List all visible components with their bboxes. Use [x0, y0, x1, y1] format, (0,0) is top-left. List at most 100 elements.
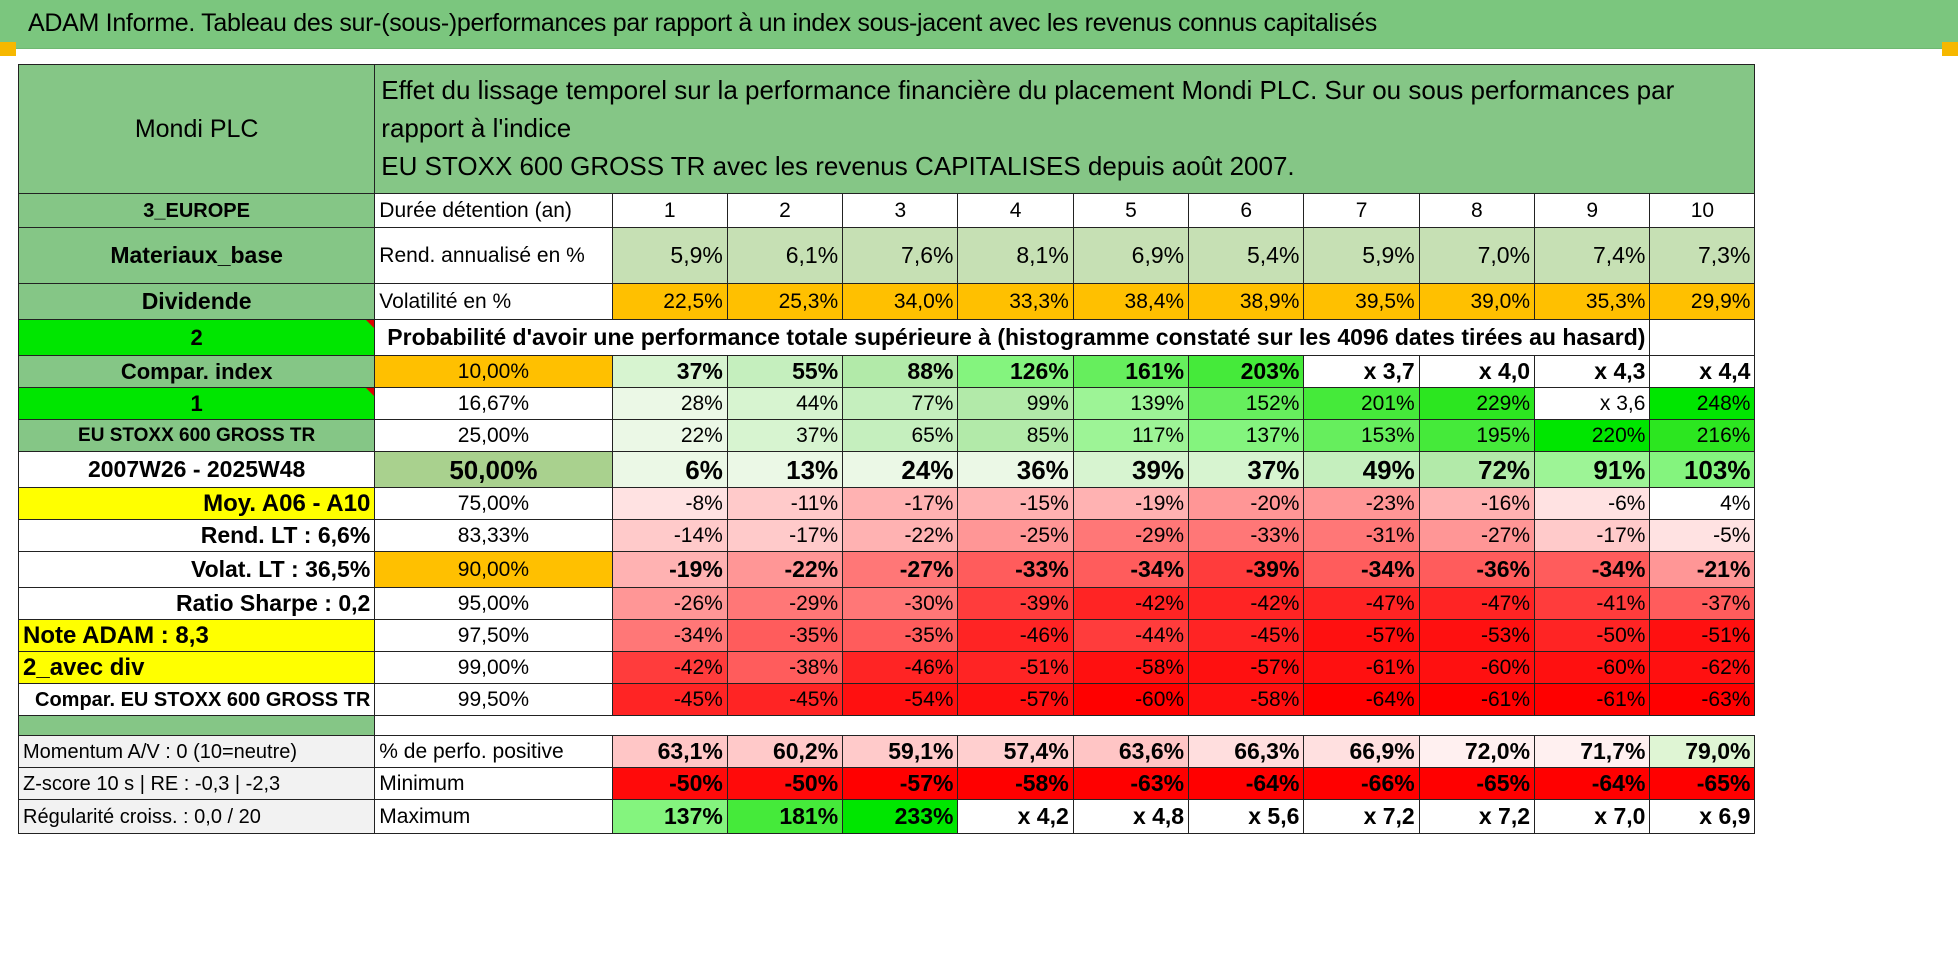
summary-value-cell: -66%: [1303, 767, 1420, 800]
probability-value-cell: 152%: [1188, 387, 1305, 420]
duration-header-cell: 7: [1303, 193, 1420, 228]
summary-value-cell: x 6,9: [1649, 799, 1756, 834]
bottom-row: Momentum A/V : 0 (10=neutre)% de perfo. …: [17, 735, 1756, 768]
probability-value-cell: -21%: [1649, 551, 1756, 588]
value-cell: 29,9%: [1649, 283, 1756, 320]
probability-value-cell: -19%: [611, 551, 728, 588]
probability-value-cell: -29%: [726, 587, 844, 620]
probability-value-cell: x 3,6: [1534, 387, 1651, 420]
probability-value-row: Moy. A06 - A10 75,00% -8% -11% -17% -15% -19% -…: [17, 487, 1756, 520]
probability-value-cell: -61%: [1303, 651, 1420, 684]
probability-value-row: 1 16,67% 28% 44% 77% 99% 139% 152% 201% 229% x 3,6…: [17, 387, 1756, 420]
probability-value-cell: -34%: [1072, 551, 1190, 588]
probability-value-cell: 37%: [1188, 451, 1305, 488]
value-cell: 8,1%: [957, 227, 1074, 284]
row-left-label: 1: [17, 387, 376, 420]
probability-value-cell: -46%: [842, 651, 959, 684]
row-left-label: Z-score 10 s | RE : -0,3 | -2,3: [17, 767, 376, 800]
summary-value-cell: -57%: [842, 767, 959, 800]
summary-value-cell: -64%: [1188, 767, 1305, 800]
value-cell: 7,0%: [1418, 227, 1536, 284]
probability-value-cell: 22%: [611, 419, 728, 452]
probability-value-cell: -50%: [1534, 619, 1651, 652]
probability-value-cell: 126%: [957, 355, 1074, 388]
separator-cell: [1534, 715, 1650, 736]
probability-value-cell: -5%: [1649, 519, 1756, 552]
value-cell: 38,4%: [1072, 283, 1190, 320]
probability-value-cell: 36%: [957, 451, 1074, 488]
description-cell: Effet du lissage temporel sur la perform…: [374, 64, 1756, 194]
probability-value-cell: -15%: [957, 487, 1074, 520]
probability-value-cell: 229%: [1418, 387, 1536, 420]
probability-value-cell: 201%: [1303, 387, 1420, 420]
probability-value-cell: -53%: [1418, 619, 1536, 652]
summary-value-cell: 181%: [726, 799, 844, 834]
value-cell: 6,1%: [726, 227, 844, 284]
probability-value-cell: -57%: [1188, 651, 1305, 684]
threshold-percent-cell: 50,00%: [374, 451, 613, 488]
probability-value-cell: 49%: [1303, 451, 1420, 488]
row-left-label: Compar. EU STOXX 600 GROSS TR: [17, 683, 376, 716]
probability-value-cell: -39%: [1188, 551, 1305, 588]
probability-value-cell: 99%: [957, 387, 1074, 420]
row-left-label: 2_avec div: [17, 651, 376, 684]
value-cell: 5,9%: [1303, 227, 1420, 284]
duration-header-cell: 10: [1649, 193, 1756, 228]
probability-value-cell: -38%: [726, 651, 844, 684]
probability-value-cell: 28%: [611, 387, 728, 420]
probability-value-cell: -35%: [842, 619, 959, 652]
probability-value-cell: -27%: [842, 551, 959, 588]
value-cell: 34,0%: [842, 283, 959, 320]
probability-value-cell: -47%: [1418, 587, 1536, 620]
separator-cell: [1073, 715, 1189, 736]
report-title: ADAM Informe. Tableau des sur-(sous-)per…: [28, 9, 1377, 37]
threshold-percent-cell: 97,50%: [374, 619, 613, 652]
value-cell: 5,4%: [1188, 227, 1305, 284]
separator-row: [17, 715, 1755, 736]
value-cell: 5,9%: [611, 227, 728, 284]
probability-value-cell: 139%: [1072, 387, 1190, 420]
probability-value-cell: -17%: [726, 519, 844, 552]
empty-cell: [1649, 319, 1756, 356]
probability-value-cell: 4%: [1649, 487, 1756, 520]
probability-value-cell: -37%: [1649, 587, 1756, 620]
probability-value-cell: -51%: [1649, 619, 1756, 652]
probability-value-cell: -33%: [957, 551, 1074, 588]
value-cell: 7,6%: [842, 227, 959, 284]
probability-value-cell: 37%: [726, 419, 844, 452]
probability-value-cell: -6%: [1534, 487, 1651, 520]
threshold-percent-cell: 25,00%: [374, 419, 613, 452]
probability-value-cell: -54%: [842, 683, 959, 716]
probability-value-row: Ratio Sharpe : 0,2 95,00% -26% -29% -30% -39%…: [17, 587, 1756, 620]
threshold-percent-cell: 90,00%: [374, 551, 613, 588]
probability-value-cell: -22%: [726, 551, 844, 588]
probability-value-cell: -29%: [1072, 519, 1190, 552]
summary-value-cell: 63,1%: [611, 735, 728, 768]
description-line-1: Effet du lissage temporel sur la perform…: [381, 75, 1675, 144]
threshold-percent-cell: 99,00%: [374, 651, 613, 684]
probability-value-cell: 91%: [1534, 451, 1651, 488]
row-left-label: EU STOXX 600 GROSS TR: [17, 419, 376, 452]
probability-value-cell: 153%: [1303, 419, 1420, 452]
duration-header-cell: 6: [1188, 193, 1305, 228]
probability-value-cell: 77%: [842, 387, 959, 420]
row-left-label: 2: [17, 319, 376, 356]
value-cell: 7,3%: [1649, 227, 1756, 284]
separator-cell: [727, 715, 843, 736]
probability-value-cell: -60%: [1534, 651, 1651, 684]
row-left-label: Dividende: [17, 283, 376, 320]
row-label: Maximum: [374, 799, 613, 834]
right-edge-marker: [1942, 42, 1958, 56]
duration-header-cell: 9: [1534, 193, 1651, 228]
summary-value-cell: 60,2%: [726, 735, 844, 768]
summary-value-cell: -65%: [1418, 767, 1536, 800]
probability-value-cell: -16%: [1418, 487, 1536, 520]
row-left-label: 2007W26 - 2025W48: [17, 451, 376, 488]
probability-value-cell: -30%: [842, 587, 959, 620]
row-left-label: Moy. A06 - A10: [17, 487, 376, 520]
probability-value-cell: -17%: [842, 487, 959, 520]
performance-table: Mondi PLC Effet du lissage temporel sur …: [17, 64, 1756, 834]
separator-cell: [1649, 715, 1755, 736]
probability-value-cell: -23%: [1303, 487, 1420, 520]
probability-value-cell: 203%: [1188, 355, 1305, 388]
